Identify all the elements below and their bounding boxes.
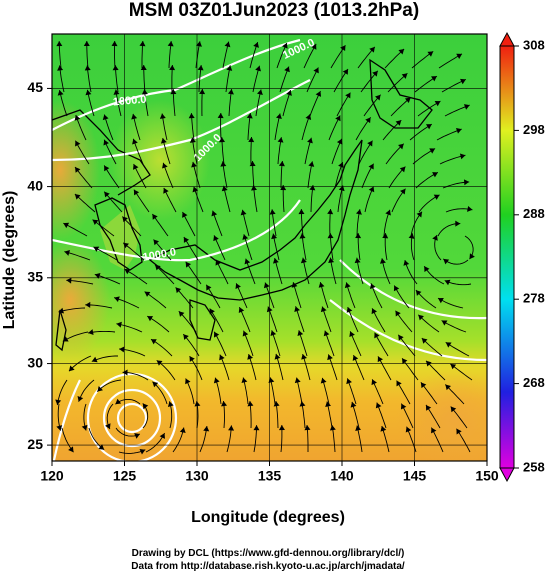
x-tick-label: 140: [330, 468, 354, 484]
y-tick-label: 45: [27, 79, 43, 95]
colorbar-tick-label: 258: [523, 459, 545, 474]
warm-area: [30, 240, 110, 360]
y-tick-label: 25: [27, 436, 43, 452]
colorbar-extend-high: [500, 33, 514, 46]
x-tick-label: 125: [113, 468, 137, 484]
colorbar: 258 268 278 288 298 308: [500, 33, 545, 481]
colorbar-tick-label: 308: [523, 37, 545, 52]
x-tick-label: 120: [40, 468, 64, 484]
y-tick-label: 40: [27, 177, 43, 193]
footer: Data from http://database.rish.kyoto-u.a…: [131, 561, 405, 572]
warm-area: [20, 100, 100, 240]
x-tick-label: 135: [258, 468, 282, 484]
x-tick-label: 130: [185, 468, 209, 484]
y-tick-label: 30: [27, 354, 43, 370]
colorbar-tick-label: 278: [523, 291, 545, 306]
title: MSM 03Z01Jun2023 (1013.2hPa): [129, 0, 419, 21]
colorbar-extend-low: [500, 468, 514, 481]
colorbar-scale: [500, 46, 514, 468]
colorbar-tick-label: 298: [523, 122, 545, 137]
x-tick-label: 150: [475, 468, 499, 484]
colorbar-tick-label: 288: [523, 206, 545, 221]
warm-area: [395, 370, 515, 470]
footer: Drawing by DCL (https://www.gfd-dennou.o…: [132, 548, 405, 559]
y-tick-label: 35: [27, 268, 43, 284]
colorbar-tick-label: 268: [523, 375, 545, 390]
x-tick-label: 145: [403, 468, 427, 484]
y-axis-label: Latitude (degrees): [1, 191, 18, 330]
x-axis-label: Longitude (degrees): [191, 509, 345, 526]
